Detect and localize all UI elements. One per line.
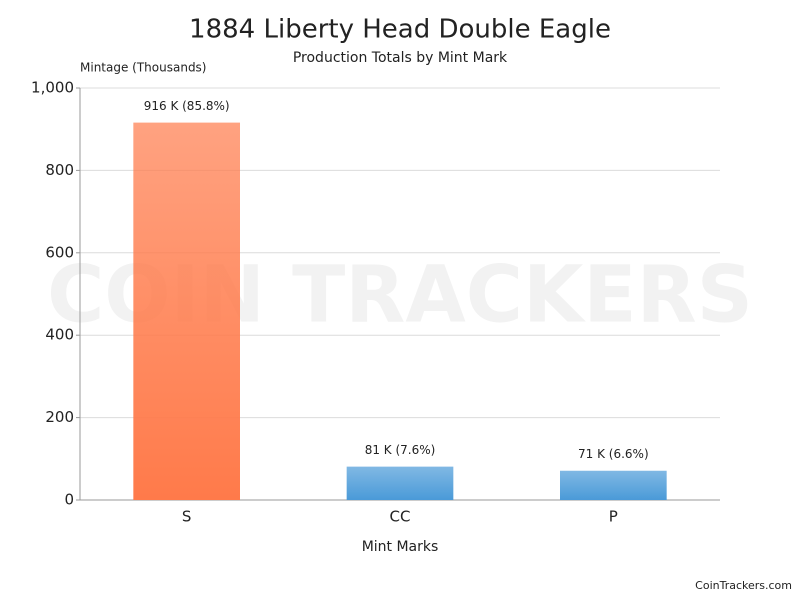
value-label: 916 K (85.8%) — [144, 99, 230, 113]
y-tick-label: 400 — [45, 326, 74, 344]
bar — [560, 470, 667, 500]
y-tick-label: 200 — [45, 408, 74, 426]
x-axis-label: Mint Marks — [362, 539, 439, 555]
y-axis-label: Mintage (Thousands) — [80, 61, 207, 75]
x-tick-label: S — [182, 508, 192, 526]
value-label: 71 K (6.6%) — [578, 447, 649, 461]
x-tick-label: P — [609, 508, 618, 526]
y-tick-label: 600 — [45, 243, 74, 261]
y-tick-label: 0 — [64, 491, 74, 509]
value-label: 81 K (7.6%) — [365, 443, 436, 457]
y-tick-label: 800 — [45, 161, 74, 179]
bar — [133, 122, 240, 500]
chart-subtitle: Production Totals by Mint Mark — [293, 50, 508, 66]
credit: CoinTrackers.com — [695, 579, 792, 592]
y-tick-label: 1,000 — [31, 79, 74, 97]
chart-title: 1884 Liberty Head Double Eagle — [189, 15, 611, 45]
bar — [346, 466, 454, 500]
x-tick-label: CC — [390, 508, 411, 526]
